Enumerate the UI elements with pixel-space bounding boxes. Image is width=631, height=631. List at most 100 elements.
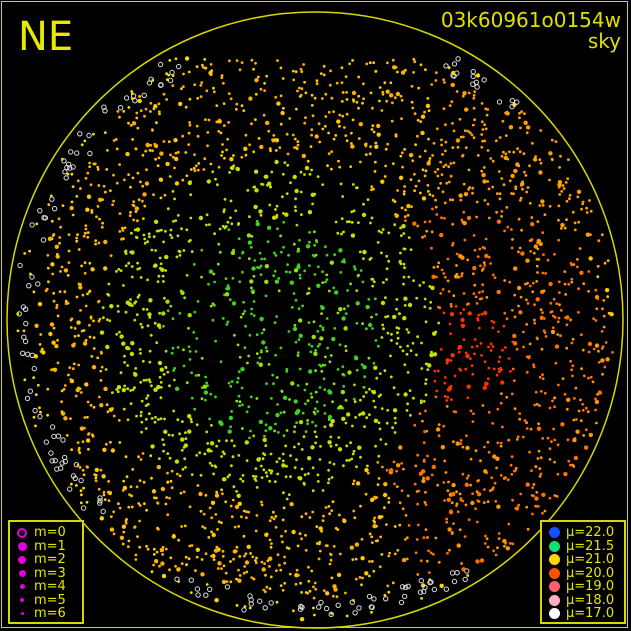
star-point [80,264,83,268]
star-point [462,91,467,96]
star-point [298,532,302,536]
star-point [275,204,279,208]
star-point [98,217,101,221]
star-point [67,373,70,377]
star-point [132,200,136,204]
star-point [241,474,245,477]
star-point [311,202,314,206]
star-point [355,465,358,469]
star-point [368,413,371,417]
star-point [91,435,95,438]
star-point [307,287,311,290]
star-point [317,557,321,561]
star-point [525,482,530,487]
star-point [189,168,193,171]
star-point [200,275,203,279]
star-point [111,391,114,394]
magnitude-symbol [16,555,28,564]
star-point [525,190,529,194]
star-point [594,343,600,348]
star-point [157,110,161,114]
star-point [383,506,386,510]
star-point [364,391,368,394]
star-point [127,505,131,509]
star-point [235,59,239,62]
star-point [139,322,143,326]
star-point [125,345,130,351]
star-point [279,234,282,238]
star-point [153,104,158,109]
star-point [541,492,546,497]
star-point [85,438,91,443]
star-point [475,200,479,204]
star-point [355,289,359,292]
star-point [494,499,498,503]
star-point [269,149,272,153]
star-point [296,354,300,357]
star-point [349,545,354,550]
star-point [485,296,489,299]
star-point [99,369,103,373]
star-point [242,109,246,113]
star-point [86,171,90,175]
star-point [208,506,212,510]
star-point [131,468,135,471]
star-point [446,279,450,283]
star-point [491,159,495,163]
star-point [353,516,357,520]
star-point [413,112,417,116]
star-point [495,373,499,377]
star-point [601,372,604,376]
star-point [277,289,281,293]
star-point [447,386,453,391]
star-point [94,239,98,243]
star-point [475,490,479,494]
star-point [351,90,357,96]
star-point [310,445,315,450]
star-point [76,441,80,444]
star-point [600,358,605,363]
star-point [450,501,454,505]
star-point [229,199,233,203]
star-point [464,503,468,507]
star-point [56,314,60,318]
star-point [584,406,588,410]
star-point [470,68,476,75]
star-point [51,340,56,345]
star-point [269,575,273,579]
star-point [107,480,110,483]
star-point [577,409,581,413]
star-point [291,529,296,535]
star-point [509,103,515,110]
star-point [69,378,73,381]
star-point [445,358,450,363]
star-point [304,116,307,119]
star-point [209,304,213,308]
star-point [403,148,406,151]
star-point [402,282,405,286]
star-point [172,369,176,372]
star-point [118,441,122,444]
star-point [431,586,438,593]
star-point [600,233,604,237]
star-point [302,435,306,439]
star-point [223,208,226,212]
star-point [383,175,387,178]
star-point [454,570,460,576]
star-point [568,194,572,197]
star-point [446,395,450,399]
star-point [304,430,308,433]
star-point [517,304,520,308]
star-point [468,186,471,189]
star-point [520,181,525,187]
star-point [525,298,528,302]
star-point [275,460,279,464]
star-point [460,272,464,275]
star-point [166,207,170,211]
star-point [268,600,274,606]
star-point [332,382,336,386]
star-point [360,556,365,561]
star-point [178,312,182,315]
star-point [378,565,382,569]
star-point [370,560,374,563]
